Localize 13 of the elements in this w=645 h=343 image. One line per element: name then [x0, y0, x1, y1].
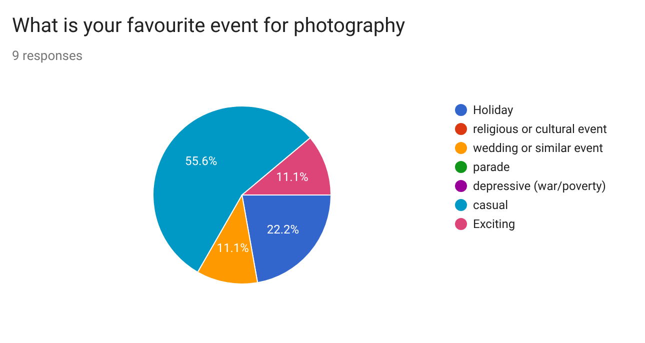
data-label: 22.2% — [266, 222, 300, 236]
legend-label: Exciting — [473, 217, 516, 232]
data-label: 55.6% — [184, 154, 218, 168]
data-label: 11.1% — [276, 170, 308, 184]
text: 9 responses — [12, 49, 83, 64]
legend-label: religious or cultural event — [473, 122, 607, 136]
legend-label: casual — [473, 198, 508, 212]
legend-label: Holiday — [473, 103, 514, 118]
legend-label: wedding or similar event — [473, 141, 604, 156]
data-label: 11.1% — [216, 240, 250, 255]
legend-label: depressive (war/poverty) — [473, 179, 606, 194]
legend-label: parade — [473, 160, 510, 174]
chart-title: What is your favourite event for photography — [12, 13, 406, 37]
